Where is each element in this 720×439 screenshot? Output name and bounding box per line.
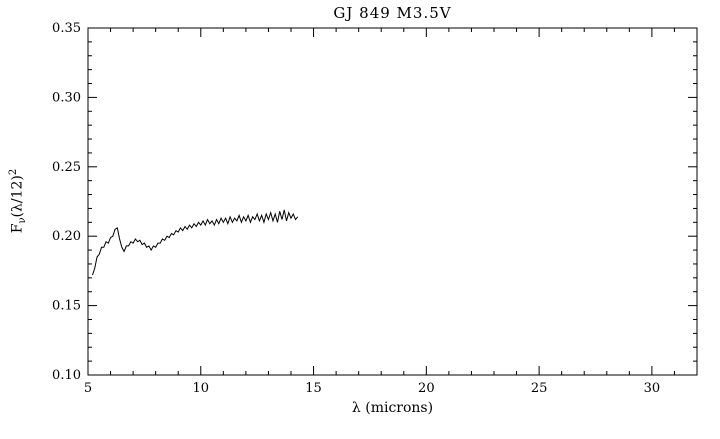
y-tick-label: 0.15 bbox=[52, 299, 81, 314]
y-axis-label-sup: 2 bbox=[7, 168, 19, 176]
x-tick-label: 5 bbox=[84, 381, 92, 396]
y-tick-label: 0.35 bbox=[52, 21, 81, 36]
y-tick-label: 0.25 bbox=[52, 160, 81, 175]
x-axis-label: λ (microns) bbox=[351, 400, 434, 416]
x-tick-label: 15 bbox=[305, 381, 322, 396]
spectrum-line bbox=[92, 209, 299, 276]
x-tick-label: 10 bbox=[193, 381, 210, 396]
x-tick-label: 20 bbox=[418, 381, 435, 396]
plot-frame bbox=[87, 27, 698, 376]
y-axis-label-base: F bbox=[9, 223, 26, 234]
x-tick-label: 25 bbox=[531, 381, 548, 396]
y-axis-label-sub: ν bbox=[17, 217, 29, 224]
y-tick-label: 0.30 bbox=[52, 90, 81, 105]
y-tick-label: 0.10 bbox=[52, 368, 81, 383]
x-tick-label: 30 bbox=[644, 381, 661, 396]
y-axis-label: Fν(λ/12)2 bbox=[8, 169, 28, 234]
y-axis-label-rest: (λ/12) bbox=[9, 175, 26, 218]
chart-title: GJ 849 M3.5V bbox=[333, 4, 452, 22]
y-tick-label: 0.20 bbox=[52, 229, 81, 244]
